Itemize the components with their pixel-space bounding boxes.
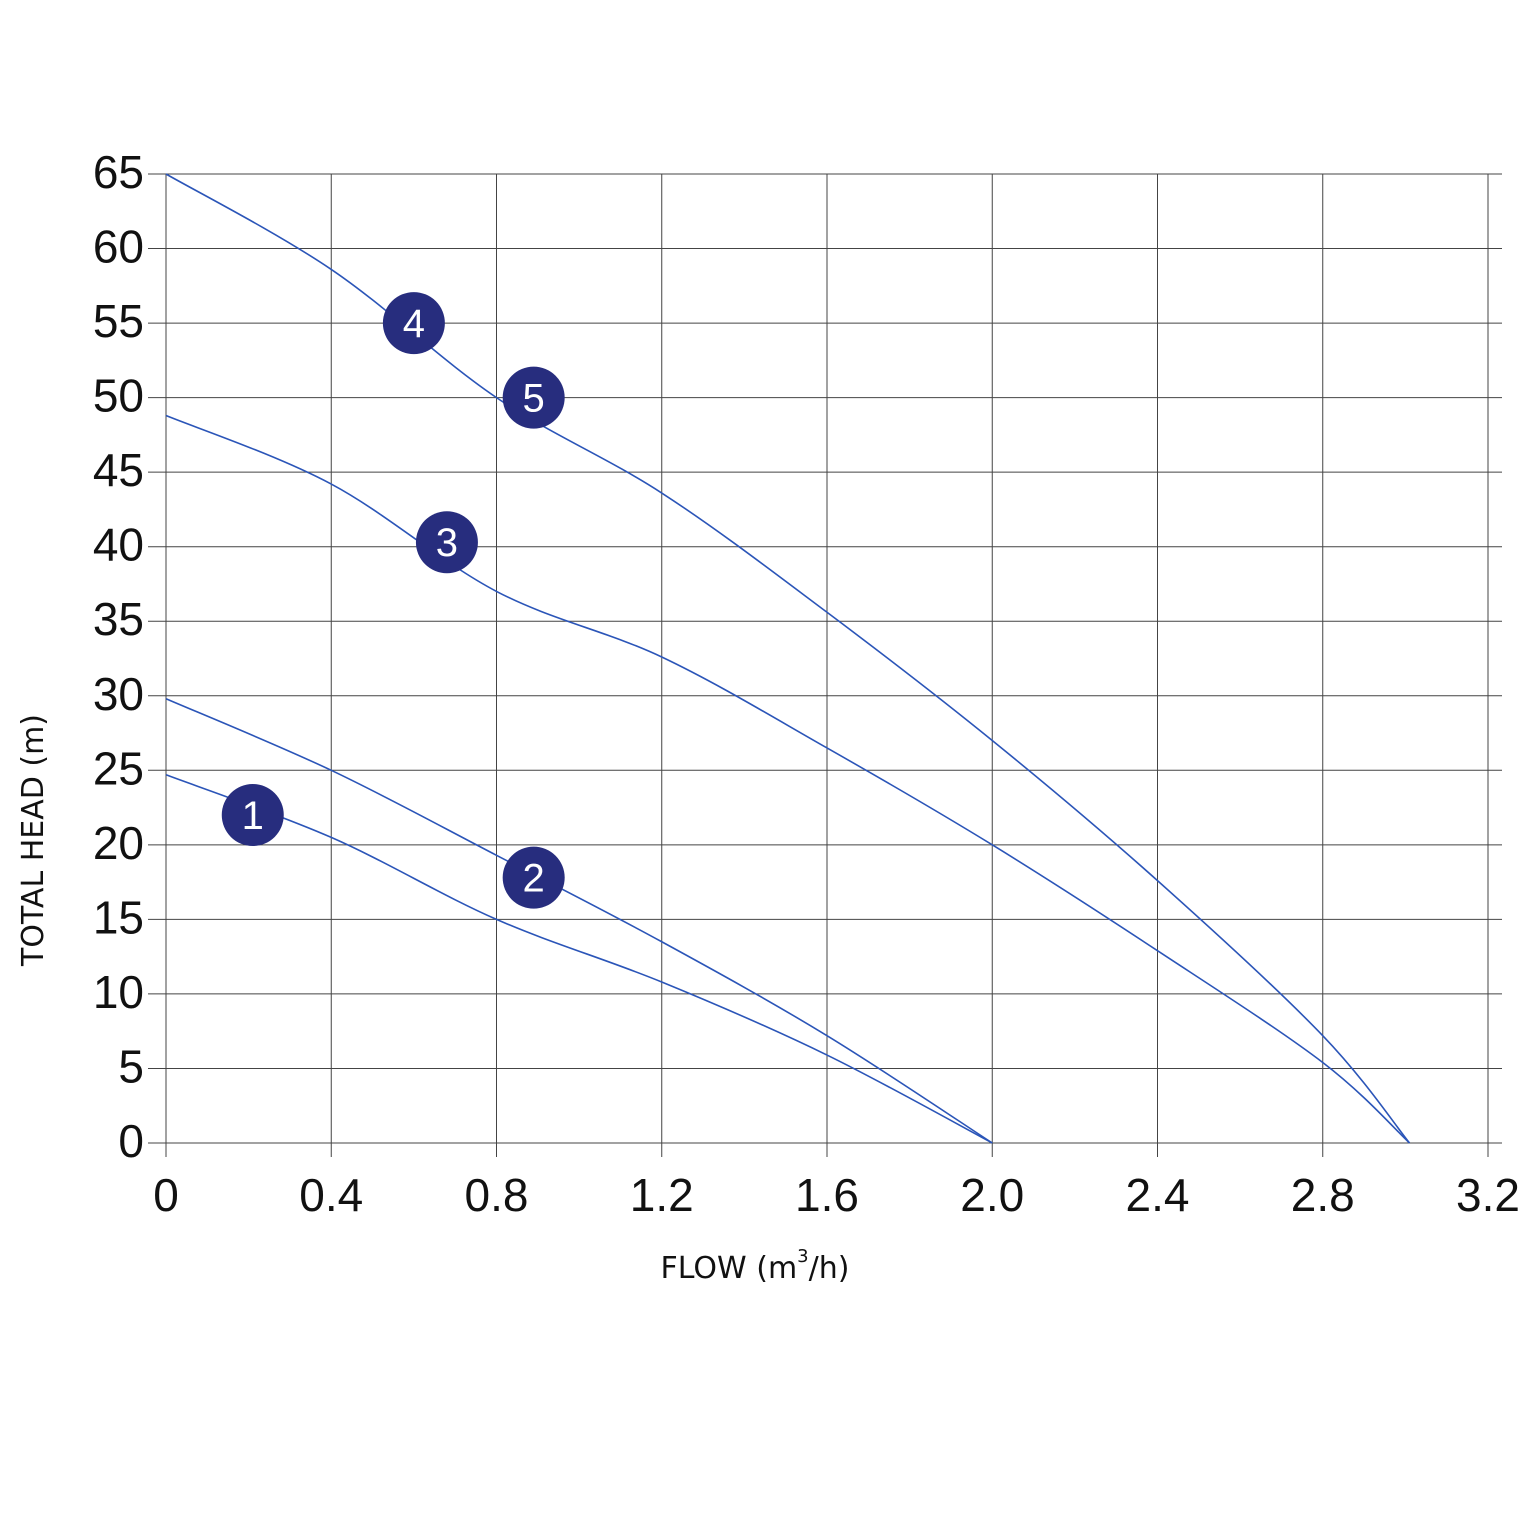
y-tick-label: 35 (93, 593, 144, 645)
x-tick-label: 0 (153, 1169, 179, 1221)
badge-1 (221, 784, 284, 847)
y-tick-labels: 0 5 10 15 20 25 30 35 40 45 50 55 60 65 (93, 146, 144, 1167)
x-tick-label: 2.0 (960, 1169, 1024, 1221)
x-axis-title-main: FLOW (m (661, 1251, 798, 1286)
x-tick-label: 1.2 (630, 1169, 694, 1221)
curves (165, 173, 1411, 1144)
y-tick-label: 40 (93, 519, 144, 571)
curve-4 (165, 173, 1411, 1144)
y-tick-label: 60 (93, 221, 144, 273)
y-tick-label: 10 (93, 966, 144, 1018)
x-tick-label: 3.2 (1456, 1169, 1520, 1221)
y-tick-label: 65 (93, 146, 144, 198)
badge-label-5: 5 (523, 377, 545, 421)
grid (148, 173, 1502, 1157)
badge-3 (415, 511, 478, 574)
x-tick-label: 0.4 (299, 1169, 363, 1221)
y-tick-label: 25 (93, 742, 144, 794)
x-tick-label: 2.4 (1126, 1169, 1190, 1221)
y-tick-label: 0 (118, 1115, 144, 1167)
badge-label-1: 1 (242, 794, 264, 838)
y-tick-label: 55 (93, 295, 144, 347)
y-tick-label: 5 (118, 1040, 144, 1092)
y-axis-title: TOTAL HEAD (m) (16, 714, 51, 967)
x-tick-label: 2.8 (1291, 1169, 1355, 1221)
badge-label-4: 4 (403, 302, 425, 346)
curve-1 (165, 774, 993, 1144)
badge-label-2: 2 (523, 857, 545, 901)
y-tick-label: 50 (93, 370, 144, 422)
x-tick-label: 1.6 (795, 1169, 859, 1221)
x-axis-title-tail: /h) (809, 1251, 850, 1286)
badge-2 (502, 846, 565, 909)
y-tick-label: 30 (93, 668, 144, 720)
x-axis-title: FLOW (m3/h) (661, 1246, 850, 1286)
badge-5 (502, 366, 565, 429)
curve-3 (165, 414, 1411, 1144)
y-tick-label: 45 (93, 444, 144, 496)
badge-4 (382, 292, 445, 355)
badge-label-3: 3 (436, 521, 458, 565)
y-tick-label: 15 (93, 891, 144, 943)
y-tick-label: 20 (93, 817, 144, 869)
curve-2 (165, 698, 993, 1144)
x-tick-labels: 0 0.4 0.8 1.2 1.6 2.0 2.4 2.8 3.2 (153, 1169, 1520, 1221)
curve-badges: 1 2 3 4 5 (221, 292, 565, 909)
x-tick-label: 0.8 (465, 1169, 529, 1221)
x-axis-title-sup: 3 (797, 1246, 808, 1267)
